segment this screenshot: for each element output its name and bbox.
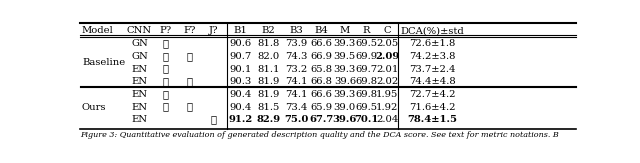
Text: P?: P? xyxy=(159,26,172,35)
Text: 39.3: 39.3 xyxy=(333,65,356,74)
Text: 65.8: 65.8 xyxy=(311,65,333,74)
Text: M: M xyxy=(340,26,350,35)
Text: Figure 3: Quantitative evaluation of generated description quality and the DCA s: Figure 3: Quantitative evaluation of gen… xyxy=(80,131,559,139)
Text: B3: B3 xyxy=(289,26,303,35)
Text: 66.6: 66.6 xyxy=(311,39,333,48)
Text: 1.92: 1.92 xyxy=(376,103,398,112)
Text: ✓: ✓ xyxy=(163,65,168,74)
Text: 70.1: 70.1 xyxy=(354,115,378,124)
Text: ✓: ✓ xyxy=(211,115,217,124)
Text: B2: B2 xyxy=(262,26,275,35)
Text: 72.6±1.8: 72.6±1.8 xyxy=(409,39,456,48)
Text: 81.9: 81.9 xyxy=(257,77,280,86)
Text: Model: Model xyxy=(82,26,114,35)
Text: 78.4±1.5: 78.4±1.5 xyxy=(408,115,458,124)
Text: 66.8: 66.8 xyxy=(311,77,333,86)
Text: 65.9: 65.9 xyxy=(311,103,333,112)
Text: 73.9: 73.9 xyxy=(285,39,307,48)
Text: ✓: ✓ xyxy=(163,90,168,99)
Text: GN: GN xyxy=(131,39,148,48)
Text: 2.05: 2.05 xyxy=(376,39,398,48)
Text: ✓: ✓ xyxy=(163,39,168,48)
Text: Ours: Ours xyxy=(82,103,106,112)
Text: 73.4: 73.4 xyxy=(285,103,307,112)
Text: GN: GN xyxy=(131,52,148,61)
Text: 2.09: 2.09 xyxy=(375,52,399,61)
Text: 69.5: 69.5 xyxy=(355,103,377,112)
Text: EN: EN xyxy=(132,103,147,112)
Text: 90.4: 90.4 xyxy=(230,103,252,112)
Text: 2.04: 2.04 xyxy=(376,115,398,124)
Text: Baseline: Baseline xyxy=(82,58,125,67)
Text: 73.2: 73.2 xyxy=(285,65,307,74)
Text: 90.3: 90.3 xyxy=(230,77,252,86)
Text: 91.2: 91.2 xyxy=(228,115,253,124)
Text: 72.7±4.2: 72.7±4.2 xyxy=(409,90,456,99)
Text: 74.1: 74.1 xyxy=(285,77,307,86)
Text: 81.1: 81.1 xyxy=(257,65,280,74)
Text: ✓: ✓ xyxy=(163,52,168,61)
Text: 73.7±2.4: 73.7±2.4 xyxy=(409,65,456,74)
Text: 39.3: 39.3 xyxy=(333,90,356,99)
Text: ✓: ✓ xyxy=(163,77,168,86)
Text: CNN: CNN xyxy=(127,26,152,35)
Text: 81.5: 81.5 xyxy=(257,103,280,112)
Text: J?: J? xyxy=(209,26,219,35)
Text: 90.7: 90.7 xyxy=(230,52,252,61)
Text: EN: EN xyxy=(132,90,147,99)
Text: DCA(%)±std: DCA(%)±std xyxy=(401,26,464,35)
Text: 82.9: 82.9 xyxy=(257,115,280,124)
Text: 69.8: 69.8 xyxy=(355,77,377,86)
Text: 81.9: 81.9 xyxy=(257,90,280,99)
Text: 67.7: 67.7 xyxy=(310,115,334,124)
Text: 82.0: 82.0 xyxy=(257,52,280,61)
Text: 69.7: 69.7 xyxy=(355,65,377,74)
Text: ✓: ✓ xyxy=(163,103,168,112)
Text: 39.6: 39.6 xyxy=(334,77,356,86)
Text: 75.0: 75.0 xyxy=(284,115,308,124)
Text: 39.0: 39.0 xyxy=(333,103,356,112)
Text: EN: EN xyxy=(132,65,147,74)
Text: 2.01: 2.01 xyxy=(376,65,398,74)
Text: 1.95: 1.95 xyxy=(376,90,398,99)
Text: C: C xyxy=(383,26,391,35)
Text: 39.5: 39.5 xyxy=(333,52,356,61)
Text: 69.9: 69.9 xyxy=(355,52,377,61)
Text: 81.8: 81.8 xyxy=(257,39,280,48)
Text: ✓: ✓ xyxy=(186,77,192,86)
Text: F?: F? xyxy=(183,26,195,35)
Text: R: R xyxy=(362,26,370,35)
Text: B4: B4 xyxy=(315,26,329,35)
Text: 74.3: 74.3 xyxy=(285,52,307,61)
Text: EN: EN xyxy=(132,115,147,124)
Text: 74.4±4.8: 74.4±4.8 xyxy=(409,77,456,86)
Text: EN: EN xyxy=(132,77,147,86)
Text: 90.4: 90.4 xyxy=(230,90,252,99)
Text: 69.8: 69.8 xyxy=(355,90,377,99)
Text: 74.1: 74.1 xyxy=(285,90,307,99)
Text: 39.3: 39.3 xyxy=(333,39,356,48)
Text: 66.6: 66.6 xyxy=(311,90,333,99)
Text: 90.1: 90.1 xyxy=(230,65,252,74)
Text: 39.6: 39.6 xyxy=(333,115,357,124)
Text: 90.6: 90.6 xyxy=(230,39,252,48)
Text: 66.9: 66.9 xyxy=(311,52,333,61)
Text: ✓: ✓ xyxy=(186,103,192,112)
Text: 2.02: 2.02 xyxy=(376,77,398,86)
Text: ✓: ✓ xyxy=(186,52,192,61)
Text: 71.6±4.2: 71.6±4.2 xyxy=(409,103,456,112)
Text: 69.5: 69.5 xyxy=(355,39,377,48)
Text: 74.2±3.8: 74.2±3.8 xyxy=(409,52,456,61)
Text: B1: B1 xyxy=(234,26,248,35)
